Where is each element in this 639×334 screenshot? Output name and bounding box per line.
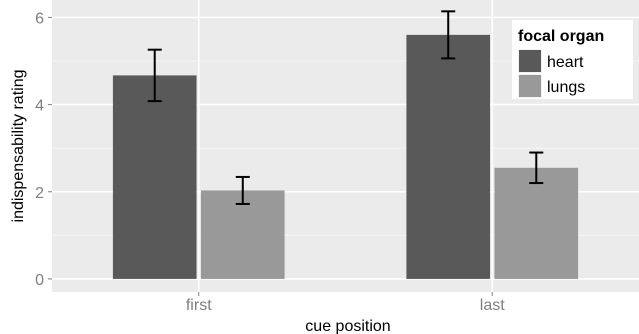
bar-heart-last xyxy=(406,34,491,279)
error-bars xyxy=(147,10,544,205)
y-axis-title: indispensability rating xyxy=(10,70,27,223)
bars xyxy=(112,34,579,279)
x-axis-title: cue position xyxy=(305,318,390,334)
x-tick-label: first xyxy=(186,297,212,314)
bar-lungs-last xyxy=(494,167,579,279)
y-axis-ticks: 0 2 4 6 xyxy=(35,10,52,289)
legend-swatch-heart xyxy=(519,50,541,72)
y-tick-label: 0 xyxy=(35,272,44,289)
legend: focal organ heart lungs xyxy=(512,20,633,99)
y-tick-label: 2 xyxy=(35,185,44,202)
grid-lines xyxy=(52,0,639,292)
x-tick-label: last xyxy=(480,297,505,314)
bar-lungs-first xyxy=(200,190,285,279)
y-tick-label: 6 xyxy=(35,10,44,27)
x-axis-ticks: first last xyxy=(186,292,505,314)
legend-swatch-lungs xyxy=(519,75,541,97)
bar-heart-first xyxy=(112,75,197,279)
legend-label-lungs: lungs xyxy=(547,79,585,96)
y-tick-label: 4 xyxy=(35,98,44,115)
legend-title: focal organ xyxy=(518,28,604,45)
legend-label-heart: heart xyxy=(547,54,584,71)
